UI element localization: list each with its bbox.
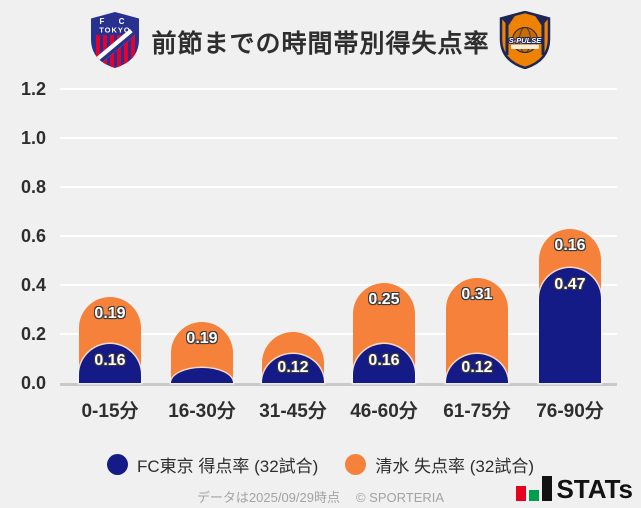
x-axis-category-label: 76-90分 xyxy=(536,401,604,422)
gridline xyxy=(60,186,617,188)
legend-marker-home-icon xyxy=(106,454,128,475)
stats-logo-black-bar-icon xyxy=(542,476,553,501)
bar-value-label: 0.16 xyxy=(554,237,586,254)
bar-value-label: 0.25 xyxy=(368,291,400,308)
bar-value-label: 0.31 xyxy=(461,286,493,303)
x-axis-category-label: 46-60分 xyxy=(350,401,418,422)
x-axis-baseline xyxy=(60,383,617,386)
s-pulse-crest: S-PULSE xyxy=(499,11,551,69)
fc-tokyo-crest-name: TOKYO xyxy=(99,26,131,35)
gridline xyxy=(60,88,617,90)
gridline xyxy=(60,284,617,286)
legend-label-away: 清水 失点率 (32試合) xyxy=(375,457,535,476)
chart-legend: FC東京 得点率 (32試合) 清水 失点率 (32試合) xyxy=(0,452,641,477)
bar-value-label: 0.19 xyxy=(186,330,218,347)
bar-home-segment: 0.12 xyxy=(262,354,324,383)
stats-logo-text: STATs xyxy=(556,474,633,504)
legend-item-away: 清水 失点率 (32試合) xyxy=(345,452,534,477)
legend-label-home: FC東京 得点率 (32試合) xyxy=(136,457,319,476)
bar-home-segment: 0.12 xyxy=(446,354,508,383)
fc-tokyo-crest-initials: F C xyxy=(100,17,131,26)
bar-value-label: 0.12 xyxy=(461,359,493,376)
y-axis-tick-label: 0.8 xyxy=(20,177,46,197)
legend-marker-away-icon xyxy=(345,454,367,475)
footer-note: データは2025/09/29時点 © SPORTERIA xyxy=(0,487,641,506)
y-axis-tick-label: 1.0 xyxy=(20,128,46,148)
bar-value-label: 0.16 xyxy=(94,352,126,369)
gridline xyxy=(60,137,617,139)
x-axis-category-label: 31-45分 xyxy=(259,401,327,422)
gridline xyxy=(60,235,617,237)
bar-value-label: 0.16 xyxy=(368,352,400,369)
bar-value-label: 0.12 xyxy=(277,359,309,376)
legend-item-home: FC東京 得点率 (32試合) xyxy=(106,452,319,477)
y-axis-tick-label: 0.0 xyxy=(20,373,46,393)
gridline xyxy=(60,333,617,335)
bar-value-label: 0.47 xyxy=(554,276,586,293)
data-date-note: データは2025/09/29時点 xyxy=(196,490,340,505)
bar-value-label: 0.19 xyxy=(94,305,126,322)
bar-home-segment xyxy=(171,368,233,383)
x-axis-category-label: 61-75分 xyxy=(443,401,511,422)
y-axis-tick-label: 0.4 xyxy=(20,275,46,295)
y-axis-tick-label: 1.2 xyxy=(20,79,46,99)
x-axis-category-label: 0-15分 xyxy=(81,401,139,422)
copyright: © SPORTERIA xyxy=(355,490,445,505)
stats-logo-green-bar-icon xyxy=(529,490,540,501)
stats-logo-red-bar-icon xyxy=(516,486,527,501)
s-pulse-crest-name: S-PULSE xyxy=(509,36,543,45)
y-axis-tick-label: 0.2 xyxy=(20,324,46,344)
x-axis-category-label: 16-30分 xyxy=(168,401,236,422)
fc-tokyo-crest: F C TOKYO xyxy=(91,12,139,68)
y-axis-tick-label: 0.6 xyxy=(20,226,46,246)
sporteria-stats-logo: STATs xyxy=(516,474,633,504)
chart-title: 前節までの時間帯別得失点率 xyxy=(151,30,490,58)
bar-home-segment: 0.47 xyxy=(539,268,601,383)
